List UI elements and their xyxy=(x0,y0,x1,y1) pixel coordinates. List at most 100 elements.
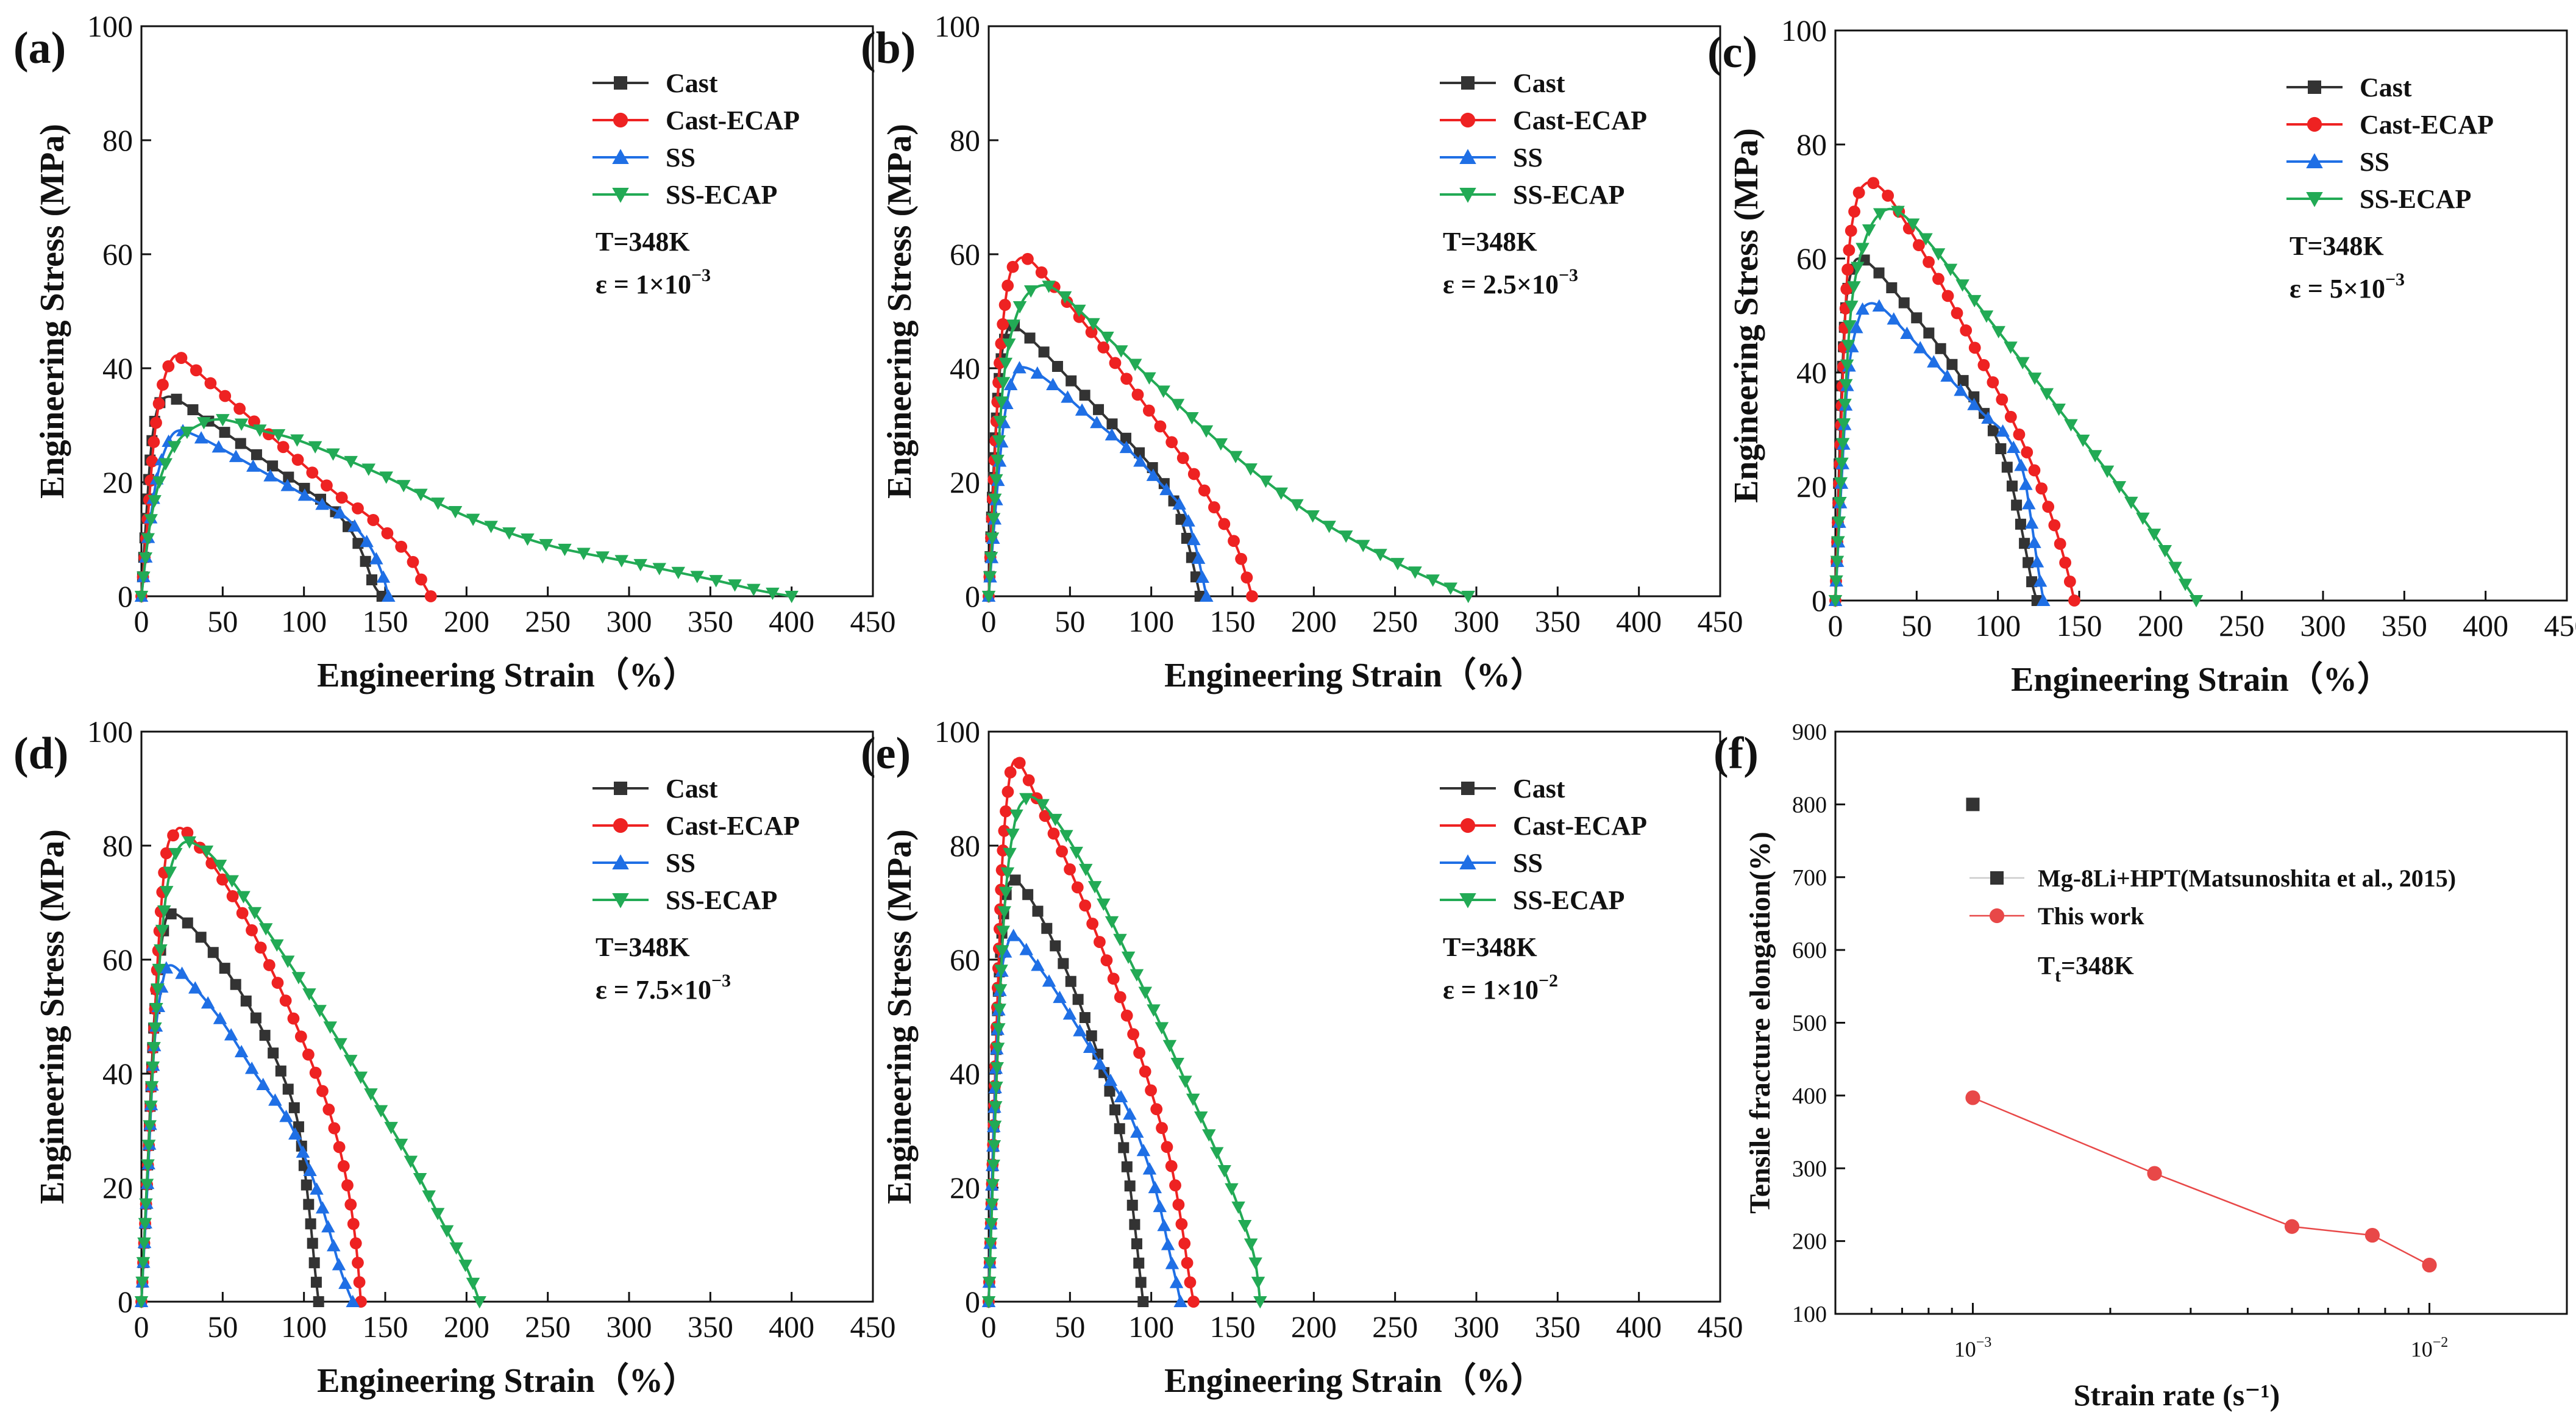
panel-label: (a) xyxy=(13,23,66,73)
data-point-cast xyxy=(1135,1277,1147,1288)
data-point-ss-ecap xyxy=(144,514,158,527)
legend-label: Cast xyxy=(1513,774,1565,804)
data-point-cast xyxy=(305,1218,316,1230)
data-point-cast xyxy=(1898,297,1910,308)
data-point-cast xyxy=(250,1012,262,1024)
data-point-cast-ecap xyxy=(1913,239,1925,252)
data-point-cast xyxy=(366,574,377,586)
data-point-ss xyxy=(1142,1162,1157,1175)
x-tick-exponent: −2 xyxy=(2433,1335,2449,1350)
data-point-cast-ecap xyxy=(216,873,229,886)
data-point-cast-ecap xyxy=(1184,1276,1197,1289)
data-point-cast xyxy=(275,1065,286,1077)
data-point-cast xyxy=(307,1238,318,1249)
data-point-ss xyxy=(1061,390,1075,403)
data-point-cast-ecap xyxy=(306,466,319,479)
data-point-cast-ecap xyxy=(395,540,408,553)
data-point-cast-ecap xyxy=(2021,446,2033,458)
data-point-cast-ecap xyxy=(302,1048,315,1061)
strain-rate-annotation: ε = 2.5×10−3 xyxy=(1443,265,1578,299)
data-point-cast-ecap xyxy=(148,436,160,448)
data-point-ss-ecap xyxy=(671,566,685,580)
data-point-cast-ecap xyxy=(1114,991,1126,1004)
data-point-ss-ecap xyxy=(326,448,340,461)
data-point-ss-ecap xyxy=(333,1038,347,1050)
legend-label: Cast-ECAP xyxy=(2360,110,2494,140)
data-point-ss-ecap xyxy=(986,1160,1000,1172)
data-point-cast-ecap xyxy=(1145,1084,1157,1097)
data-point-cast-ecap xyxy=(322,1103,335,1116)
legend-label: SS-ECAP xyxy=(1513,885,1624,915)
legend-label: Cast xyxy=(2360,73,2412,102)
x-tick-label: 0 xyxy=(981,604,997,638)
data-point-cast-ecap xyxy=(341,1179,354,1192)
data-point-cast xyxy=(1121,1161,1133,1172)
data-point-cast xyxy=(259,1030,271,1041)
data-point-ss xyxy=(1161,1238,1175,1250)
data-point-ss xyxy=(188,981,202,994)
data-point-cast xyxy=(1126,1199,1138,1211)
data-point-ss-ecap xyxy=(614,555,628,568)
data-point-ss-ecap xyxy=(431,498,445,510)
y-axis-label: Engineering Stress (MPa) xyxy=(881,124,919,499)
data-point-cast-ecap xyxy=(1071,881,1084,894)
data-point-cast xyxy=(1106,418,1118,430)
data-point-ss-ecap xyxy=(1967,294,1982,308)
data-point-ss-ecap xyxy=(139,1198,153,1211)
x-tick-label: 150 xyxy=(1210,604,1256,638)
strain-rate-exponent: −2 xyxy=(1539,971,1558,991)
data-point-ss-ecap xyxy=(323,1021,337,1034)
temperature-annotation: T=348K xyxy=(596,932,690,962)
data-point-cast xyxy=(288,1102,300,1113)
x-tick-label: 250 xyxy=(1372,1310,1418,1344)
data-point-ss-ecap xyxy=(137,571,151,584)
data-point-cast-ecap xyxy=(1161,1141,1173,1154)
data-point-cast-ecap xyxy=(1079,899,1092,912)
y-tick-label: 40 xyxy=(102,351,133,385)
data-point-ss-ecap xyxy=(404,1155,418,1168)
legend-label: Cast xyxy=(666,774,718,804)
data-point-cast-ecap xyxy=(226,890,239,902)
data-point-cast-ecap xyxy=(1175,1218,1188,1230)
data-point-ss-ecap xyxy=(988,1101,1003,1114)
y-tick-label: 500 xyxy=(1792,1011,1827,1036)
x-tick-label: 450 xyxy=(850,604,896,638)
x-tick-label: 100 xyxy=(281,1310,327,1344)
strain-rate-exponent: −3 xyxy=(1559,265,1578,285)
data-point-ss-ecap xyxy=(313,1005,327,1018)
data-point-ss-ecap xyxy=(270,939,284,952)
data-point-cast xyxy=(251,449,262,460)
data-point-cast-ecap xyxy=(316,1085,329,1097)
data-point-ss-ecap xyxy=(990,1062,1004,1075)
data-point-cast-ecap xyxy=(998,299,1011,311)
data-point-cast-ecap xyxy=(1178,1237,1191,1250)
data-point-ss-ecap xyxy=(2100,465,2115,478)
data-point-cast-ecap xyxy=(1094,936,1106,948)
data-point-ss-ecap xyxy=(981,591,996,604)
data-point-ss-ecap xyxy=(1072,304,1086,318)
data-point-cast-ecap xyxy=(152,398,165,410)
data-point-cast-ecap xyxy=(1120,373,1133,385)
data-point-ss-ecap xyxy=(138,552,153,565)
data-point-ss-ecap xyxy=(2124,496,2138,510)
legend-marker xyxy=(1461,782,1475,795)
y-tick-label: 400 xyxy=(1792,1083,1827,1109)
stress-strain-panel-4: 0 50 100 150 200 250 300 350 400 450 0 20 40 60 80 100 E… xyxy=(861,715,1743,1400)
data-point-cast-ecap xyxy=(1181,1257,1194,1269)
data-point-ss-ecap xyxy=(141,1159,155,1172)
x-tick-base: 10 xyxy=(2411,1337,2433,1361)
data-point-ss-ecap xyxy=(1840,359,1854,372)
this-work-data-point xyxy=(2364,1227,2380,1243)
x-tick-label: 0 xyxy=(134,1310,149,1344)
legend-label: Cast-ECAP xyxy=(666,811,800,841)
data-point-ss-ecap xyxy=(1835,438,1850,451)
data-point-ss xyxy=(1872,299,1887,312)
data-point-ss-ecap xyxy=(271,429,286,442)
data-point-cast-ecap xyxy=(1085,326,1098,338)
data-point-ss-ecap xyxy=(991,454,1005,468)
data-point-cast-ecap xyxy=(1996,393,2008,406)
data-point-ss-ecap xyxy=(1829,575,1843,588)
y-tick-label: 60 xyxy=(950,943,980,977)
x-tick-label: 250 xyxy=(525,1310,571,1344)
